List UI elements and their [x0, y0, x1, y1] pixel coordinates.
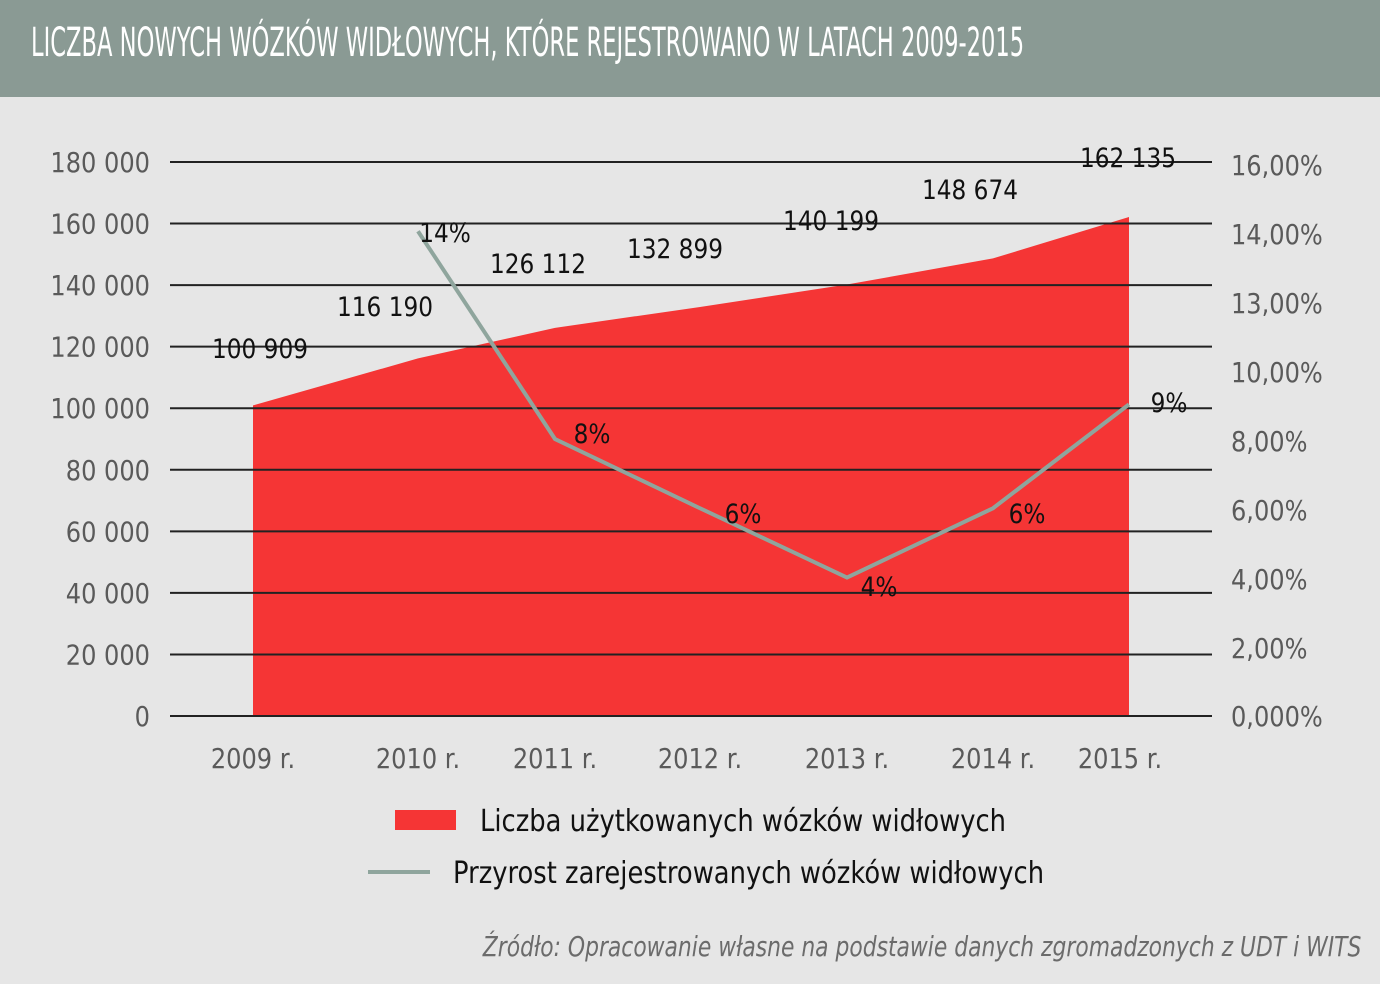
left-axis-tick-label: 0 [135, 701, 150, 733]
line-data-label: 6% [725, 498, 762, 529]
right-axis-tick-label: 8,00% [1231, 426, 1307, 458]
area-data-label: 100 909 [212, 333, 308, 364]
area-data-label: 116 190 [337, 291, 433, 322]
legend-swatch-area [395, 810, 456, 830]
right-axis-tick-label: 4,00% [1231, 564, 1307, 596]
line-data-label: 4% [861, 571, 898, 602]
area-data-label: 162 135 [1080, 142, 1176, 173]
source-note: Źródło: Opracowanie własne na podstawie … [482, 930, 1361, 963]
x-axis-tick-label: 2011 r. [513, 743, 597, 775]
x-axis-tick-label: 2013 r. [805, 743, 889, 775]
x-axis-tick-label: 2015 r. [1078, 743, 1162, 775]
line-data-label: 6% [1009, 498, 1046, 529]
right-axis-tick-label: 14,00% [1231, 219, 1323, 251]
area-data-label: 148 674 [922, 174, 1018, 205]
left-axis-tick-label: 140 000 [50, 270, 150, 302]
area-data-label: 132 899 [627, 233, 723, 264]
line-series-registration-growth [416, 230, 1131, 580]
left-axis-tick-label: 60 000 [66, 517, 150, 549]
left-axis-tick-label: 160 000 [50, 209, 150, 241]
right-axis-tick-label: 6,00% [1231, 495, 1307, 527]
left-axis-tick-label: 40 000 [66, 578, 150, 610]
left-axis-tick-label: 80 000 [66, 455, 150, 487]
x-axis-tick-label: 2010 r. [376, 743, 460, 775]
right-axis-tick-label: 13,00% [1231, 288, 1323, 320]
right-axis-tick-label: 0,000% [1231, 701, 1323, 733]
left-axis-tick-label: 100 000 [50, 394, 150, 426]
right-axis-tick-label: 2,00% [1231, 633, 1307, 665]
left-axis-tick-label: 120 000 [50, 332, 150, 364]
area-data-label: 126 112 [490, 248, 586, 279]
title-bar: LICZBA NOWYCH WÓZKÓW WIDŁOWYCH, KTÓRE RE… [0, 0, 1380, 97]
right-axis-tick-label: 10,00% [1231, 357, 1323, 389]
x-axis-tick-label: 2009 r. [211, 743, 295, 775]
line-data-label: 9% [1151, 387, 1188, 418]
x-axis-tick-label: 2012 r. [658, 743, 742, 775]
line-data-label: 14% [419, 217, 471, 248]
left-axis-tick-label: 20 000 [66, 640, 150, 672]
area-data-label: 140 199 [783, 205, 879, 236]
left-axis-tick-label: 180 000 [50, 147, 150, 179]
x-axis-tick-label: 2014 r. [951, 743, 1035, 775]
chart-title: LICZBA NOWYCH WÓZKÓW WIDŁOWYCH, KTÓRE RE… [31, 20, 1025, 66]
area-series-used-forklifts [253, 216, 1129, 716]
legend-label-line: Przyrost zarejestrowanych wózków widłowy… [453, 855, 1044, 890]
line-data-label: 8% [574, 418, 611, 449]
right-axis-tick-label: 16,00% [1231, 150, 1323, 182]
legend-label-area: Liczba użytkowanych wózków widłowych [480, 803, 1006, 838]
